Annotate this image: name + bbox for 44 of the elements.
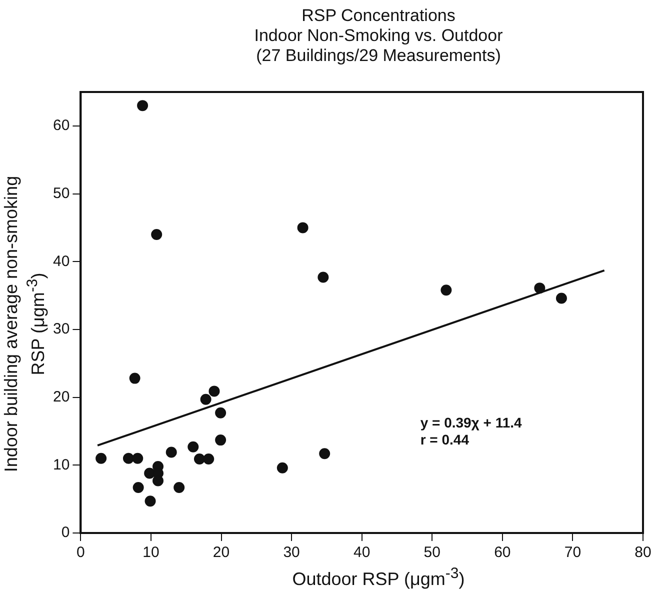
point: [132, 452, 144, 464]
x-tick-label: 80: [634, 544, 652, 562]
y-tick-label: 30: [52, 320, 70, 338]
annotation: y = 0.39χ + 11.4: [420, 414, 522, 430]
point: [194, 454, 205, 465]
point: [276, 462, 288, 474]
annotation: r = 0.44: [420, 431, 470, 448]
point: [319, 448, 330, 460]
y-tick-label: 20: [52, 388, 70, 406]
x-tick-label: 70: [564, 544, 582, 562]
point: [122, 452, 134, 464]
x-axis-title: Outdoor RSP (μgm$^{-3}$): [291, 565, 466, 590]
x-tick-label: 10: [142, 544, 160, 562]
x-tick-label: 20: [212, 544, 230, 562]
point: [96, 452, 107, 464]
x-tick-label: 60: [494, 544, 511, 562]
point: [556, 292, 567, 304]
point: [174, 482, 185, 494]
point: [188, 441, 199, 452]
point: [215, 407, 226, 418]
point: [318, 272, 329, 283]
point: [144, 496, 156, 507]
x-tick-label: 50: [424, 544, 440, 562]
x-tick-label: 40: [354, 544, 370, 562]
y-tick-label: 10: [52, 456, 70, 474]
y-tick-label: 40: [52, 252, 70, 270]
point: [129, 372, 140, 384]
point: [137, 100, 148, 112]
x-tick-label: 30: [283, 544, 300, 562]
chart-title: RSP Concentrations Indoor Non-Smoking vs. Outdoor (27 Buildings/29 Measurements): [253, 6, 504, 66]
point: [132, 482, 144, 494]
point: [440, 284, 452, 296]
y-tick-label: 0: [61, 524, 70, 542]
point: [534, 282, 546, 294]
point: [151, 228, 162, 240]
y-tick-label: 50: [52, 184, 70, 202]
point: [297, 222, 308, 234]
point: [203, 454, 214, 465]
y-tick-label: 60: [52, 117, 70, 134]
point: [208, 386, 220, 397]
point: [215, 434, 226, 446]
x-tick-label: 0: [76, 544, 85, 562]
point: [200, 394, 212, 405]
point: [166, 446, 177, 458]
